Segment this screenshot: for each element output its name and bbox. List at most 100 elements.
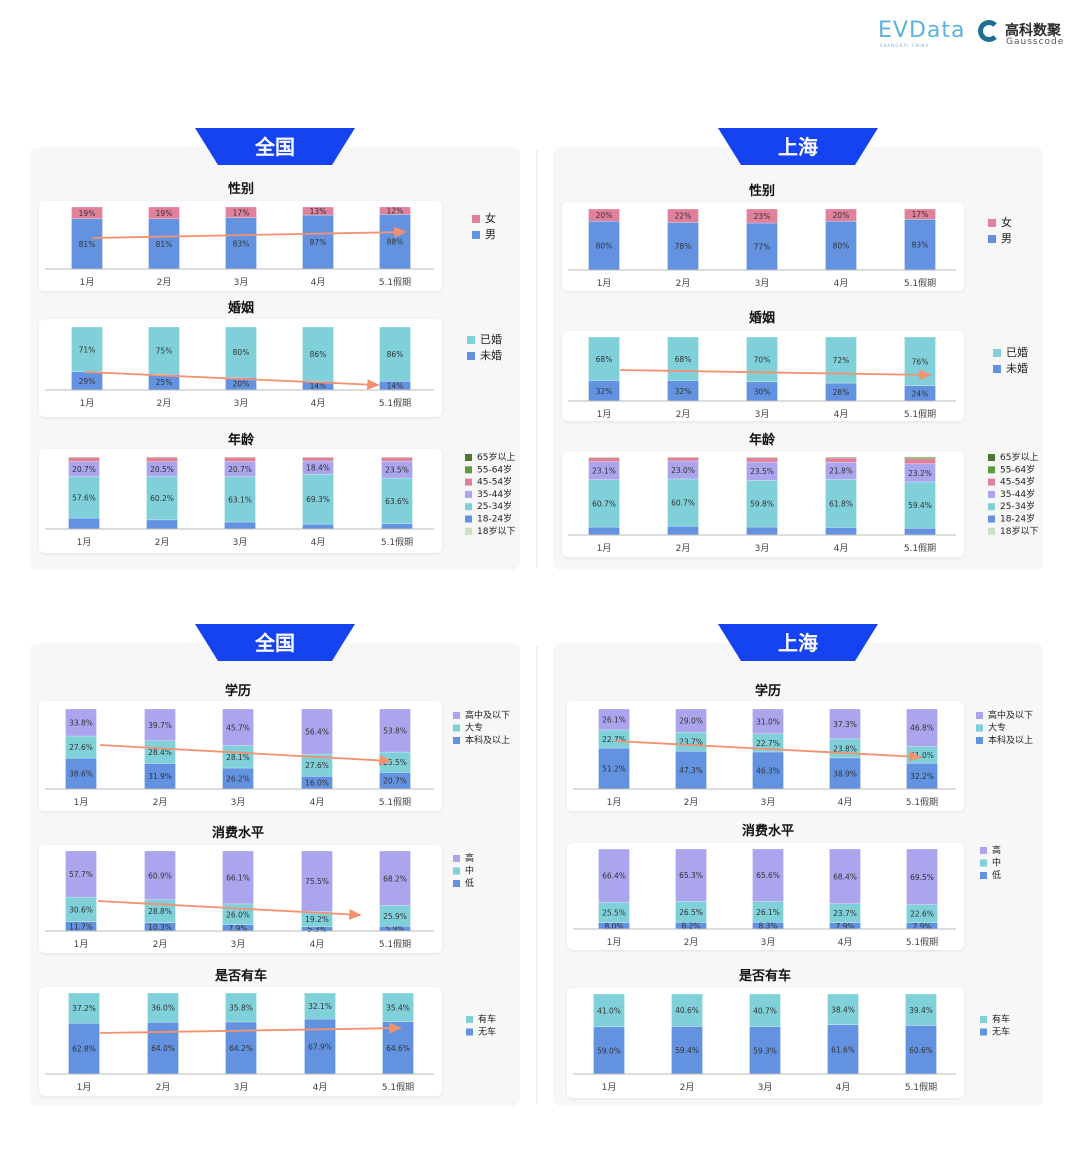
stacked-bar: 88% 12% bbox=[379, 207, 411, 270]
bar-segment-无车 bbox=[68, 1022, 100, 1075]
bar-segment-有车 bbox=[382, 992, 414, 1022]
stacked-bar: 5.9% 25.9% 68.2% bbox=[379, 850, 411, 934]
stacked-bar: 80% 20% bbox=[825, 208, 857, 271]
legend-swatch bbox=[988, 503, 995, 511]
legend-swatch bbox=[993, 365, 1001, 373]
legend-swatch bbox=[467, 336, 475, 344]
x-tick-label: 4月 bbox=[834, 543, 849, 554]
bar-segment-高 bbox=[829, 848, 861, 904]
chart-上海-婚姻: 婚姻 32% 68% 1月 32% 68% 2月 30% 70% 3月 28% 72% 4月 24% 76%… bbox=[562, 310, 1028, 421]
legend-item: 无车 bbox=[992, 1026, 1010, 1038]
x-tick-label: 1月 bbox=[77, 537, 92, 548]
data-label: 71% bbox=[79, 345, 96, 354]
chart-title: 婚姻 bbox=[749, 310, 775, 326]
data-label: 76% bbox=[912, 357, 929, 366]
stacked-bar: 59.4% 40.6% bbox=[671, 993, 703, 1075]
x-tick-label: 2月 bbox=[153, 939, 168, 950]
data-label: 63.6% bbox=[385, 497, 409, 506]
region-banner bbox=[718, 624, 878, 661]
x-tick-label: 2月 bbox=[157, 398, 172, 409]
x-tick-label: 2月 bbox=[676, 278, 691, 289]
legend-item: 18岁以下 bbox=[477, 525, 515, 537]
legend-item: 中 bbox=[465, 865, 474, 877]
data-label: 83% bbox=[912, 241, 929, 250]
data-label: 23.5% bbox=[385, 466, 409, 475]
data-label: 21.8% bbox=[829, 467, 853, 476]
bar-segment-中 bbox=[65, 896, 97, 922]
trend-arrow bbox=[91, 226, 407, 239]
stacked-bar: 59.4% 23.2% bbox=[904, 456, 936, 536]
stacked-bar: 81% 19% bbox=[148, 206, 180, 270]
legend-swatch bbox=[467, 352, 475, 360]
legend-swatch bbox=[980, 1028, 987, 1036]
stacked-bar: 64.6% 35.4% bbox=[382, 992, 414, 1075]
bar-segment-高中及以下 bbox=[144, 708, 176, 742]
data-label: 20% bbox=[233, 380, 250, 389]
bar-segment-45-54岁 bbox=[302, 457, 334, 462]
data-label: 65.3% bbox=[679, 871, 703, 880]
stacked-bar: 51.2% 22.7% 26.1% bbox=[598, 708, 630, 790]
data-label: 39.7% bbox=[148, 721, 172, 730]
trend-arrow bbox=[99, 744, 392, 766]
data-label: 27.6% bbox=[305, 761, 329, 770]
data-label: 14% bbox=[387, 382, 404, 391]
bar-segment-高中及以下 bbox=[65, 708, 97, 737]
data-label: 26.1% bbox=[602, 715, 626, 724]
bar-segment-25-34岁 bbox=[146, 476, 178, 521]
bar-segment-女 bbox=[588, 208, 620, 222]
legend: 女男 bbox=[988, 215, 1012, 245]
legend-swatch bbox=[466, 1016, 473, 1023]
legend-item: 男 bbox=[1001, 232, 1012, 245]
stacked-bar: 7.9% 23.7% 68.4% bbox=[829, 848, 861, 931]
bar-segment-已婚 bbox=[225, 326, 257, 378]
region-banner bbox=[718, 128, 878, 165]
chart-title: 学历 bbox=[755, 683, 781, 699]
x-tick-label: 3月 bbox=[231, 797, 246, 808]
stacked-bar: 16.0% 27.6% 56.4% bbox=[301, 708, 333, 790]
legend-swatch bbox=[472, 215, 480, 223]
stacked-bar: 60.6% 39.4% bbox=[905, 993, 937, 1075]
data-label: 13% bbox=[310, 207, 327, 216]
data-label: 40.6% bbox=[675, 1006, 699, 1015]
bar-segment-45-54岁 bbox=[68, 457, 100, 462]
legend-swatch bbox=[976, 724, 983, 732]
x-tick-label: 3月 bbox=[761, 797, 776, 808]
legend-swatch bbox=[988, 515, 995, 523]
data-label: 8.3% bbox=[758, 922, 777, 931]
stacked-bar: 60.7% 23.0% bbox=[667, 456, 699, 536]
bar-segment-无车 bbox=[749, 1026, 781, 1075]
data-label: 22.7% bbox=[756, 739, 780, 748]
stacked-bar: 7.9% 26.0% 66.1% bbox=[222, 850, 254, 933]
trend-arrow bbox=[97, 900, 362, 920]
gausscode-logo-cn: 高科数聚 bbox=[1005, 23, 1061, 39]
data-label: 60.9% bbox=[148, 871, 172, 880]
data-label: 29% bbox=[79, 377, 96, 386]
x-tick-label: 3月 bbox=[234, 1082, 249, 1093]
data-label: 11.7% bbox=[69, 922, 93, 931]
data-label: 23.8% bbox=[833, 744, 857, 753]
data-label: 37.2% bbox=[72, 1004, 96, 1013]
stacked-bar: 10.3% 28.8% 60.9% bbox=[144, 850, 176, 932]
bar-segment-高 bbox=[598, 848, 630, 903]
bar-segment-25-34岁 bbox=[224, 476, 256, 523]
legend-swatch bbox=[980, 847, 987, 854]
data-label: 41.0% bbox=[597, 1006, 621, 1015]
legend-swatch bbox=[993, 349, 1001, 357]
stacked-bar: 38.6% 27.6% 33.8% bbox=[65, 708, 97, 790]
bar-segment-无车 bbox=[905, 1025, 937, 1075]
bar-segment-男 bbox=[825, 220, 857, 271]
x-tick-label: 1月 bbox=[602, 1082, 617, 1093]
x-tick-label: 3月 bbox=[755, 278, 770, 289]
data-label: 7.9% bbox=[228, 924, 247, 933]
data-label: 19% bbox=[156, 209, 173, 218]
bar-segment-高 bbox=[379, 850, 411, 906]
stacked-bar: 59.3% 40.7% bbox=[749, 993, 781, 1075]
stacked-bar: 60.2% 20.5% bbox=[146, 456, 178, 530]
data-label: 59.8% bbox=[750, 500, 774, 509]
bar-segment-45-54岁 bbox=[146, 457, 178, 463]
chart-title: 性别 bbox=[228, 181, 254, 197]
stacked-bar: 83% 17% bbox=[904, 208, 936, 271]
data-label: 66.1% bbox=[226, 873, 250, 882]
data-label: 57.7% bbox=[69, 870, 93, 879]
